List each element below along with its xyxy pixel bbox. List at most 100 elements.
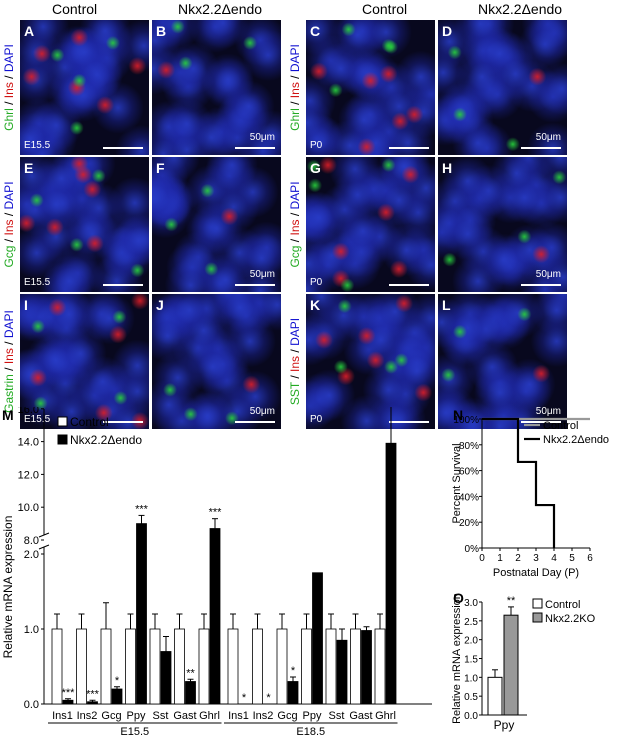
scale-bar-label: 50μm [249,406,275,417]
bar [209,528,221,705]
legend-label: Control [70,415,109,429]
scale-bar [235,421,275,423]
y-tick-label: 2.0 [24,549,39,561]
category-label: Gast [349,710,372,722]
bar [149,628,161,705]
significance-label: *** [86,688,100,700]
micrograph-image [20,294,149,429]
y-tick-label: 3.0 [464,598,478,609]
y-tick-label: 40% [459,492,479,503]
bar [136,523,147,705]
y-axis-label: Relative mRNA expression [452,593,463,724]
legend-swatch [57,434,68,445]
y-tick-label: 1.0 [24,624,39,636]
header-mutant-right: Nkx2.2Δendo [478,1,563,17]
stain-name: Ins [288,219,302,236]
stain-separator: / [2,364,16,375]
bar [361,630,372,705]
scale-bar [389,147,429,149]
panel-label-j: J [156,297,164,313]
y-tick-label: 8.0 [24,535,39,547]
bar [125,628,136,705]
legend-label: Nkx2.2KO [545,613,596,625]
y-tick-label: 1.0 [464,673,478,684]
stain-separator: / [288,72,302,83]
legend-swatch [532,612,543,623]
stage-label: E15.5 [24,277,51,288]
micrograph-panel-i: I E15.5 [20,294,149,429]
bar [374,628,386,705]
micrograph-panel-b: B 50μm [152,20,281,155]
scale-bar-label: 50μm [535,269,561,280]
stain-separator: / [288,345,302,356]
y-tick-label: 14.0 [18,437,39,449]
axis-break-mark [38,532,50,550]
bar [100,628,112,705]
stain-label-row2-left: Gcg / Ins / DAPI [2,157,16,292]
micrograph-panel-k: K P0 [306,294,435,429]
category-label: Gast [173,710,196,722]
header-mutant-left: Nkx2.2Δendo [178,1,263,17]
bar [301,628,312,705]
scale-bar [389,421,429,423]
y-tick-label: 0.5 [464,692,478,703]
panel-label-c: C [310,23,321,39]
scale-bar [235,284,275,286]
bar [87,701,98,705]
bar [385,442,397,705]
category-label: Ins2 [253,710,274,722]
scale-bar [103,421,143,423]
y-tick-label: 20% [459,518,479,529]
legend-label: Nkx2.2Δendo [70,433,142,447]
category-label: Ppy [127,710,146,722]
bar [62,699,74,705]
category-label: Ghrl [199,710,220,722]
scale-bar-label: 50μm [249,269,275,280]
stain-separator: / [2,235,16,246]
scale-bar [521,147,561,149]
y-tick-label: 1.5 [464,655,478,666]
stain-name: Ins [2,82,16,99]
bar [198,628,210,705]
chart-m-relative-expression: 0.0 1.0 2.0 8.0 10.0 12.0 14.0 16.0 Relative mRN… [1,407,432,737]
significance-label: *** [135,503,149,515]
scale-bar-label: 50μm [535,406,561,417]
legend-swatch [57,416,68,427]
panel-label-h: H [442,160,453,176]
stain-separator: / [2,98,16,109]
micrograph-panel-j: J 50μm [152,294,281,429]
stain-name: SST [288,381,302,406]
significance-label: * [115,675,120,687]
stain-separator: / [288,209,302,220]
chart-n-survival: 0% 20% 40% 60% 80% 100% 0 1 2 3 4 5 6 Postnatal Day (… [452,415,609,579]
stain-separator: / [2,72,16,83]
micrograph-panel-e: E E15.5 [20,157,149,292]
stage-label: E15.5 [24,414,51,425]
panel-label-N: N [453,407,464,423]
bar [287,681,299,705]
y-tick-label: 2.0 [464,636,478,647]
micrograph-image [152,157,281,292]
y-tick-label: 0% [465,544,480,555]
significance-label: *** [209,507,223,519]
bar [350,628,361,705]
micrograph-panel-c: C P0 [306,20,435,155]
panel-label-i: I [24,297,28,313]
micrograph-image [20,157,149,292]
x-tick-label: 1 [497,553,503,564]
y-tick-label: 12.0 [18,469,39,481]
y-axis-label: Percent Survival [452,443,463,523]
stain-label-row1-left: Ghrl / Ins / DAPI [2,20,16,155]
y-tick-label: 0.0 [24,699,39,711]
bar [503,614,519,716]
scale-bar-label: 50μm [535,132,561,143]
significance-label: * [266,692,271,704]
stain-separator: / [288,235,302,246]
bar [174,628,185,705]
x-tick-label: 4 [551,553,557,564]
y-tick-label: 16.0 [18,407,39,416]
y-tick-label: 0.0 [464,711,478,722]
micrograph-image [152,294,281,429]
stain-separator: / [2,338,16,349]
